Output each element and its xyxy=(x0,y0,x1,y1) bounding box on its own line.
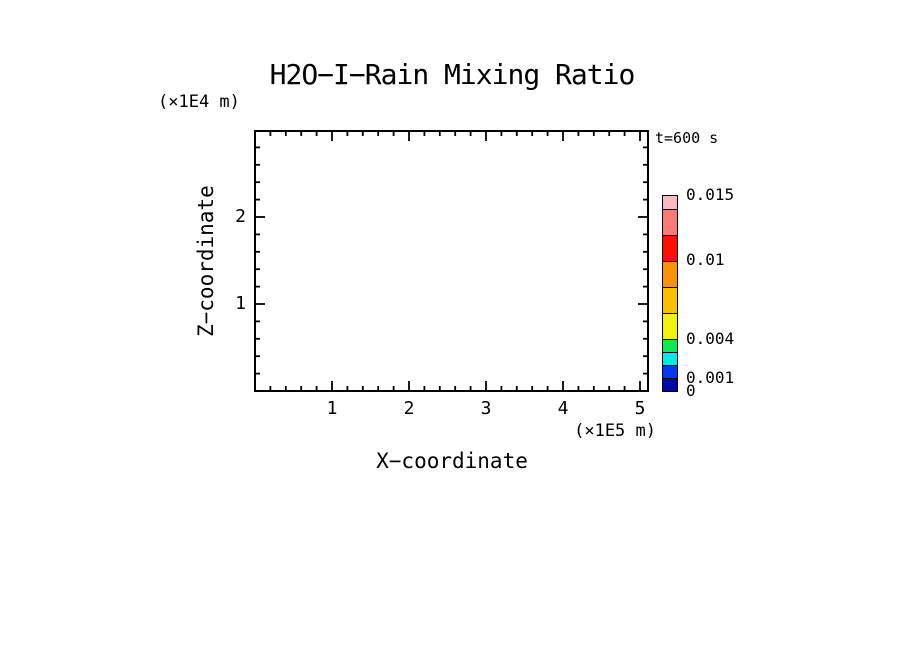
colorbar-tick-label: 0.01 xyxy=(686,250,725,270)
y-tick-label: 1 xyxy=(235,293,246,314)
x-tick-label: 5 xyxy=(634,398,646,419)
x-tick-label: 2 xyxy=(403,398,415,419)
chart-title: H2O−I−Rain Mixing Ratio xyxy=(269,58,636,91)
colorbar-segment xyxy=(662,364,678,380)
colorbar-tick-label: 0.001 xyxy=(686,367,735,387)
colorbar xyxy=(662,195,678,393)
time-annotation: t=600 s xyxy=(655,129,719,147)
y-tick-label: 2 xyxy=(235,206,246,227)
x-axis-title: X−coordinate xyxy=(376,449,528,473)
colorbar-segment xyxy=(662,312,678,341)
colorbar-segment xyxy=(662,208,678,236)
x-tick-label: 4 xyxy=(557,398,569,419)
colorbar-segment xyxy=(662,377,678,393)
colorbar-segment xyxy=(662,338,678,354)
x-tick-label: 1 xyxy=(326,398,338,419)
x-tick-label: 3 xyxy=(480,398,492,419)
x-axis-unit-label: (×1E5 m) xyxy=(574,421,656,441)
colorbar-tick-label: 0.015 xyxy=(686,185,735,204)
y-axis-unit-label: (×1E4 m) xyxy=(158,92,240,112)
colorbar-segment xyxy=(662,351,678,367)
colorbar-segment xyxy=(662,195,678,210)
colorbar-tick-label: 0.004 xyxy=(686,328,735,348)
colorbar-tick-label: 0 xyxy=(686,381,696,400)
colorbar-segment xyxy=(662,234,678,262)
colorbar-segment xyxy=(662,286,678,315)
colorbar-segment xyxy=(662,260,678,288)
